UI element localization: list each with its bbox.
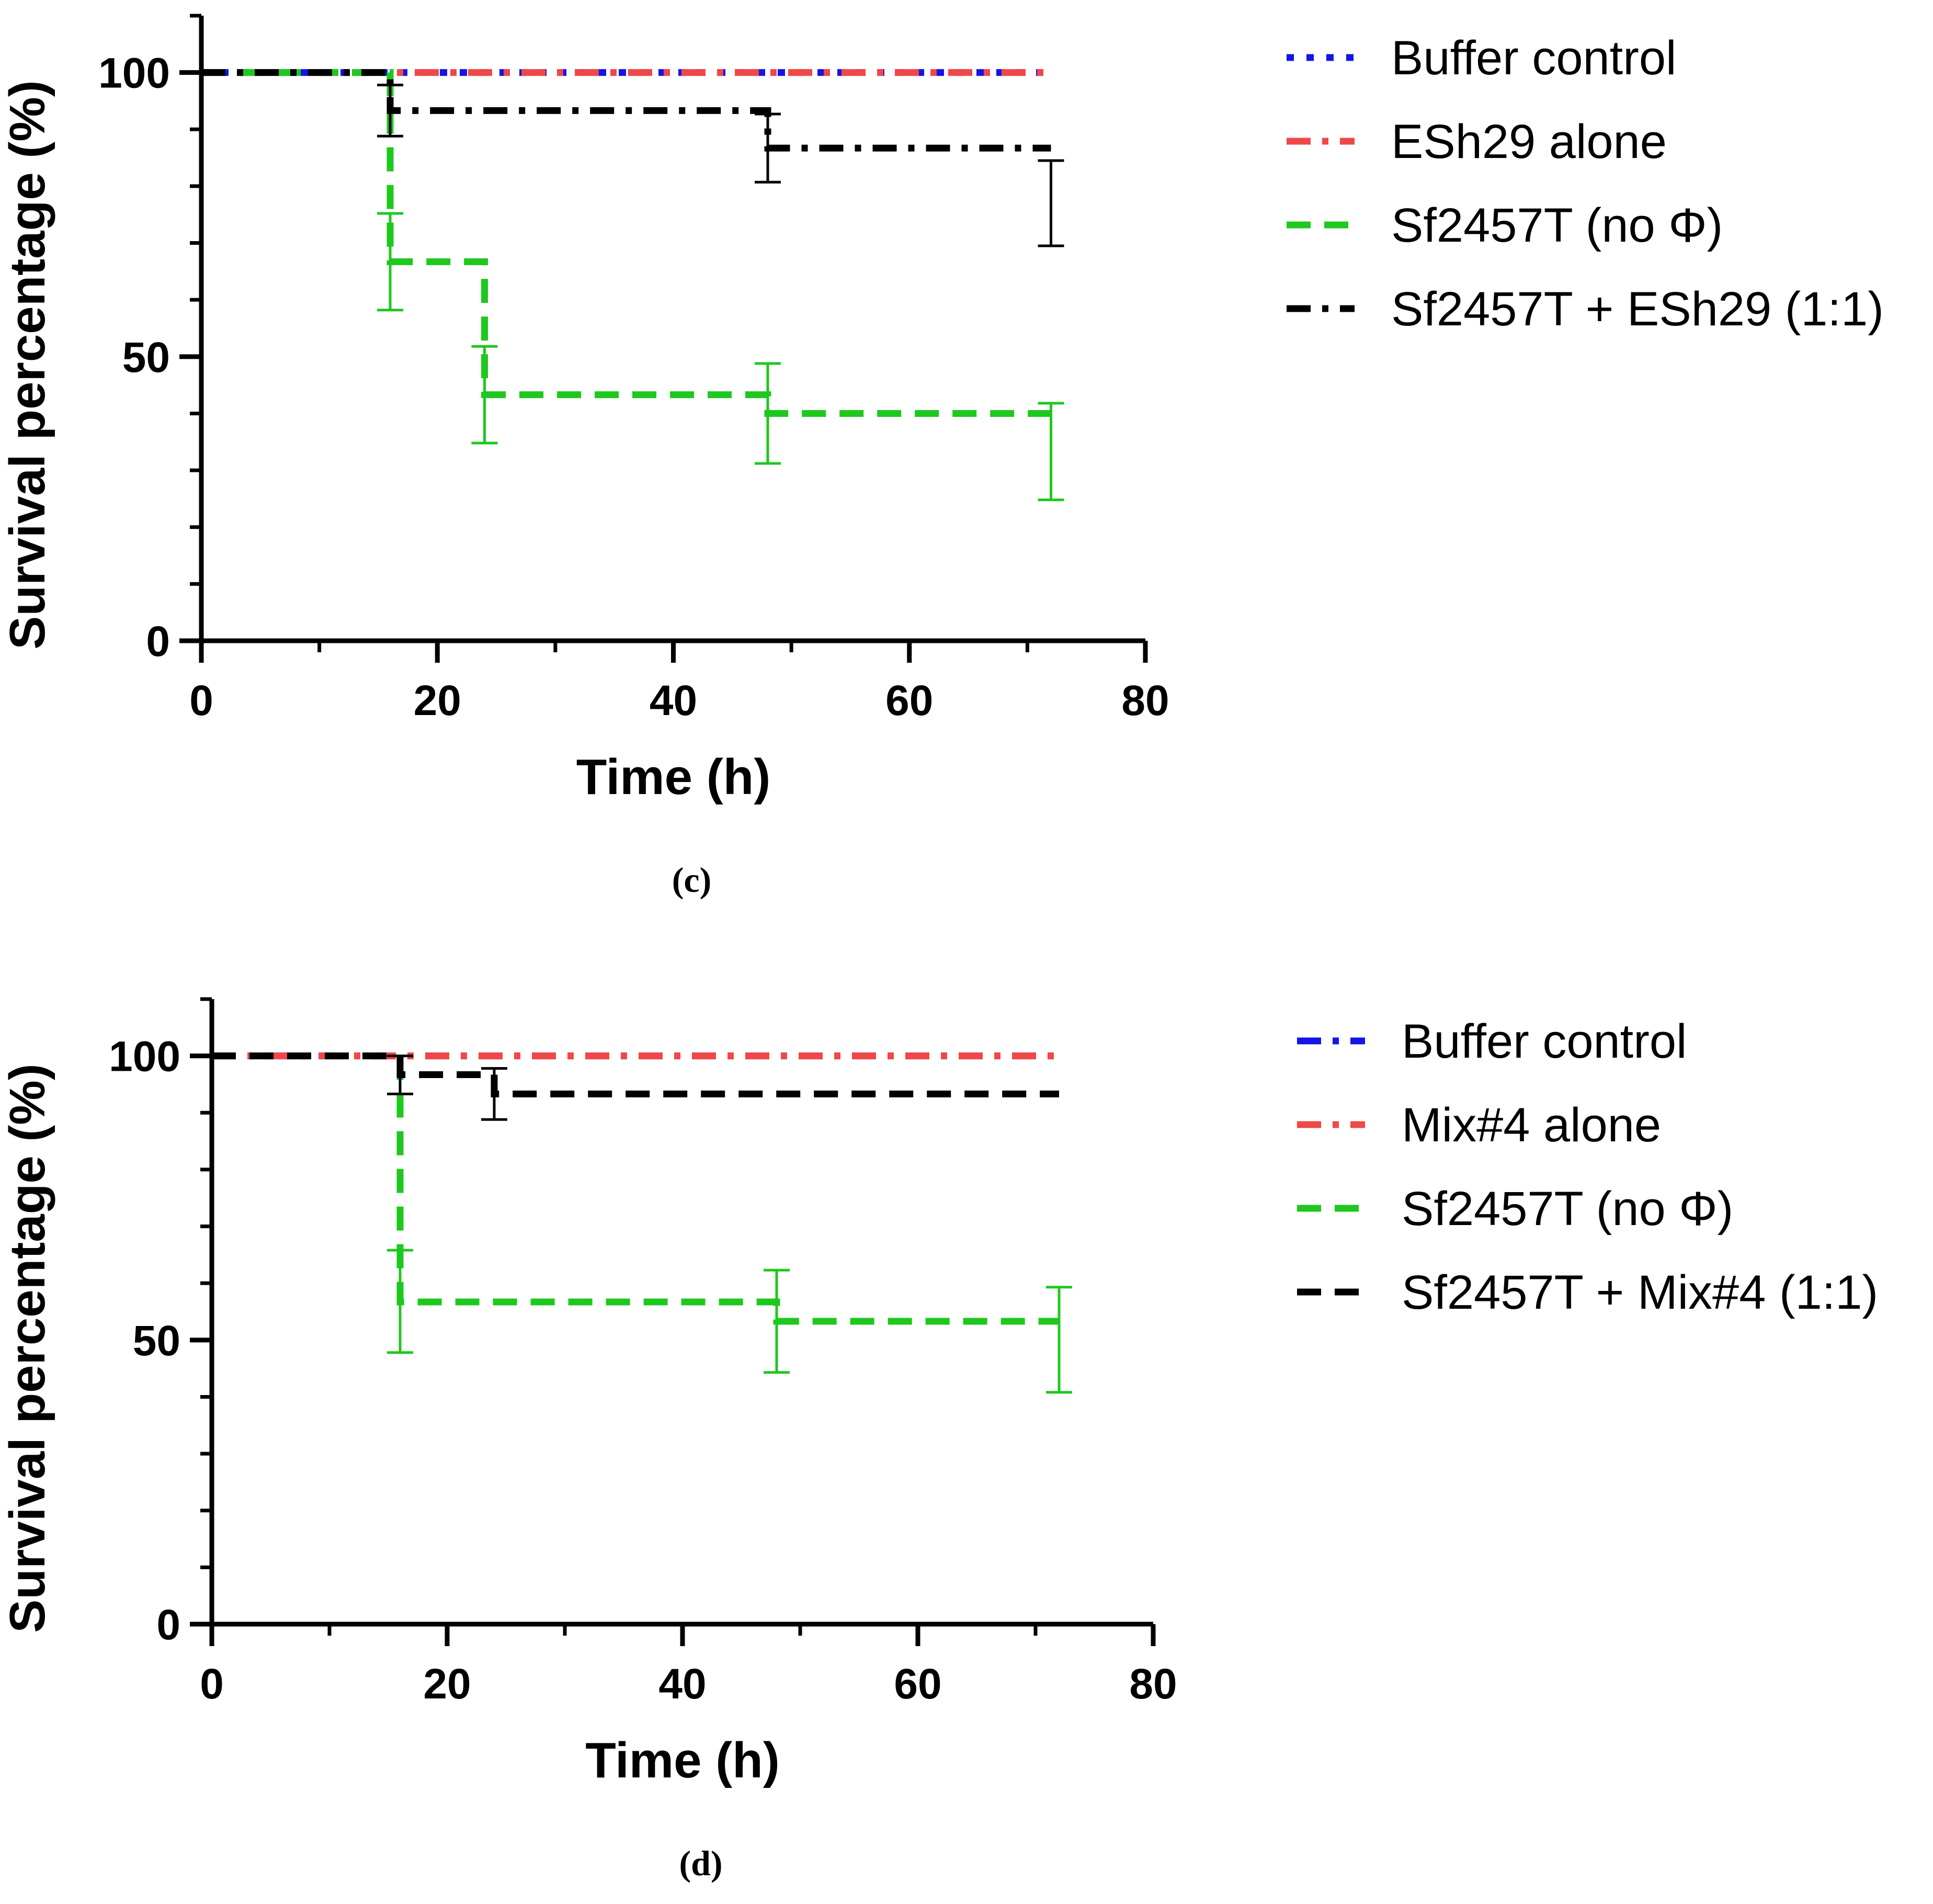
y-tick-label: 0 [146,618,170,665]
y-tick-label: 100 [98,50,170,97]
x-axis-title: Time (h) [585,1732,780,1788]
y-tick-label: 100 [109,1033,180,1081]
legend-label: Mix#4 alone [1402,1098,1661,1152]
legend-label: Sf2457T (no Φ) [1391,199,1723,252]
panel-label: (c) [672,860,711,900]
y-tick-label: 50 [122,334,170,381]
y-tick-label: 50 [133,1317,180,1365]
y-axis-title: Survival percentage (%) [0,80,55,649]
error-bar [1038,159,1064,247]
series-line-4 [201,69,1051,152]
panel-label: (d) [679,1843,722,1883]
x-tick-label: 80 [1129,1660,1177,1708]
error-bar [377,212,403,312]
error-bar [387,1249,413,1354]
error-bar [471,345,498,445]
legend-label: ESh29 alone [1391,115,1667,168]
error-bar [1046,1286,1072,1394]
x-tick-label: 40 [658,1660,706,1708]
x-tick-label: 0 [200,1660,224,1708]
x-tick-label: 20 [414,677,461,724]
legend-label: Sf2457T + Mix#4 (1:1) [1402,1266,1878,1319]
x-tick-label: 80 [1121,677,1169,724]
legend-label: Sf2457T (no Φ) [1402,1182,1733,1236]
error-bar [387,1055,413,1095]
panel-c-chart: 0 50 100 0 20 40 60 80 Time (h) Survival percenta… [0,14,1884,900]
y-axis-title: Survival percentage (%) [0,1063,55,1633]
x-tick-label: 40 [650,677,697,724]
series-line-3 [201,69,1051,417]
x-axis-title: Time (h) [576,749,771,805]
error-bar [1038,402,1064,502]
legend-label: Buffer control [1391,31,1677,85]
error-bar [764,1268,790,1374]
error-bar [377,84,403,138]
legend-label: Buffer control [1402,1015,1687,1068]
error-bar [481,1067,507,1121]
error-bar [755,112,781,184]
legend-label: Sf2457T + ESh29 (1:1) [1391,282,1884,336]
x-tick-label: 20 [423,1660,471,1708]
panel-d-chart: 0 50 100 0 20 40 60 80 Time (h) Survival percenta… [0,997,1878,1883]
x-tick-label: 60 [885,677,933,724]
error-bar [755,362,781,465]
series-line-4 [212,1052,1059,1097]
x-tick-label: 60 [894,1660,941,1708]
y-tick-label: 0 [156,1601,180,1649]
x-tick-label: 0 [189,677,213,724]
